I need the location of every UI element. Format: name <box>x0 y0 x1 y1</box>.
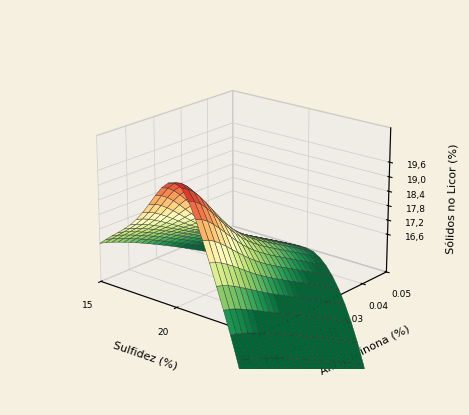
X-axis label: Sulfidez (%): Sulfidez (%) <box>112 340 178 371</box>
Y-axis label: Antraquinona (%): Antraquinona (%) <box>319 325 412 377</box>
